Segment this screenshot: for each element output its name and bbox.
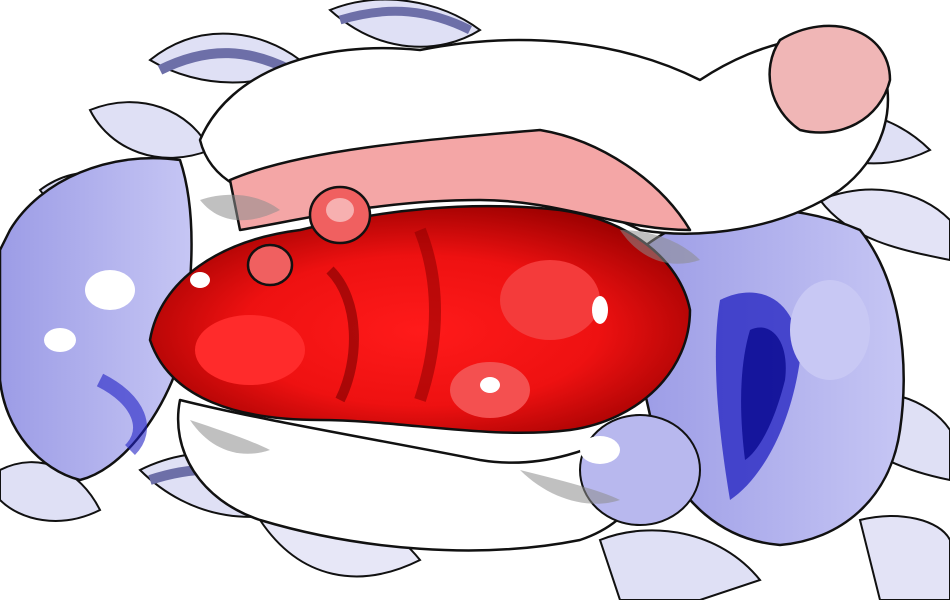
surface-shadows (190, 194, 700, 504)
negative-binding-pocket (148, 185, 692, 435)
